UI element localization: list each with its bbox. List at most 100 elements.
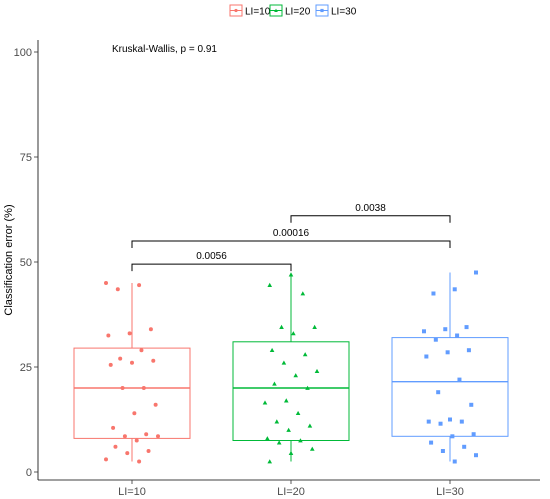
data-point	[455, 333, 460, 338]
legend-label: LI=30	[331, 7, 357, 18]
data-point	[120, 386, 125, 390]
data-point	[426, 419, 431, 424]
legend-marker	[234, 8, 238, 13]
y-tick-label: 75	[20, 152, 32, 164]
data-point	[267, 282, 273, 287]
bracket-line	[131, 263, 292, 272]
data-point	[269, 347, 275, 353]
boxplot-li20	[232, 274, 350, 462]
data-points	[104, 270, 478, 464]
data-point	[445, 350, 450, 355]
plot-area: 0 25 50 75 100 LI=10 LI=20 LI=30 0.0056 0.00016…	[14, 40, 540, 498]
kruskal-wallis-annotation: Kruskal-Wallis, p = 0.91	[112, 44, 217, 55]
data-point	[440, 449, 445, 453]
boxplot-li30	[391, 272, 509, 462]
data-point	[466, 348, 471, 353]
data-point	[436, 390, 441, 395]
data-point	[265, 436, 270, 441]
x-tick-label: LI=10	[118, 486, 146, 498]
data-point	[267, 459, 273, 464]
legend-item: LI=20	[269, 4, 311, 18]
p-value-label: 0.0038	[355, 203, 386, 214]
data-point	[132, 411, 137, 416]
data-point	[139, 348, 144, 353]
legend-marker	[320, 8, 324, 13]
y-axis-title: Classification error (%)	[3, 204, 15, 315]
data-point	[122, 434, 127, 439]
data-point	[424, 354, 429, 359]
y-tick-label: 0	[26, 467, 32, 479]
data-point	[156, 434, 160, 439]
data-point	[283, 398, 289, 403]
data-point	[471, 432, 476, 437]
p-value-label: 0.0056	[196, 251, 227, 262]
data-point	[298, 438, 303, 443]
data-point	[137, 283, 142, 288]
x-axis-ticks: LI=10 LI=20 LI=30	[118, 480, 464, 498]
data-point	[312, 324, 317, 329]
data-point	[309, 446, 315, 451]
legend-label: LI=10	[245, 7, 271, 18]
data-point	[151, 358, 156, 363]
legend-label: LI=20	[285, 7, 311, 18]
data-point	[443, 327, 448, 332]
data-point	[474, 270, 478, 275]
data-point	[474, 453, 478, 458]
data-point	[108, 362, 113, 367]
data-point	[127, 331, 132, 336]
data-point	[153, 402, 158, 407]
data-point	[462, 444, 467, 449]
box-iqr	[73, 347, 191, 439]
data-point	[459, 419, 464, 424]
data-point	[146, 449, 151, 453]
data-point	[288, 272, 294, 277]
y-axis-ticks: 0 25 50 75 100	[14, 47, 38, 479]
data-point	[141, 386, 146, 390]
data-point	[144, 432, 149, 437]
data-point	[130, 360, 134, 365]
data-point	[115, 287, 120, 292]
boxplot-li10	[73, 283, 191, 462]
data-point	[104, 281, 108, 285]
data-point	[295, 410, 301, 416]
data-point	[274, 419, 280, 424]
data-point	[276, 440, 282, 445]
data-point	[300, 291, 306, 296]
data-point	[288, 450, 294, 455]
data-point	[438, 421, 443, 426]
data-point	[137, 459, 142, 464]
legend-item: LI=10	[229, 4, 271, 18]
x-tick-label: LI=20	[277, 486, 305, 498]
data-point	[448, 417, 452, 422]
boxplots	[73, 272, 509, 462]
comparison-bracket: 0.00016	[131, 228, 451, 248]
data-point	[452, 459, 457, 464]
y-tick-label: 25	[20, 362, 32, 374]
data-point	[118, 356, 123, 361]
data-point	[469, 402, 474, 407]
data-point	[286, 427, 291, 432]
data-point	[314, 368, 320, 374]
data-point	[302, 352, 308, 357]
legend-marker	[274, 8, 278, 12]
box-iqr	[391, 337, 509, 437]
data-point	[305, 385, 310, 390]
comparison-brackets: 0.0056 0.00016 0.0038	[131, 203, 451, 272]
box-iqr	[232, 341, 350, 441]
data-point	[262, 400, 268, 405]
data-point	[125, 451, 130, 456]
data-point	[134, 438, 139, 443]
data-point	[452, 287, 457, 292]
bracket-line	[131, 240, 451, 248]
data-point	[281, 360, 287, 365]
comparison-bracket: 0.0038	[290, 203, 451, 223]
data-point	[457, 377, 462, 382]
data-point	[148, 327, 153, 332]
y-tick-label: 50	[20, 257, 32, 269]
legend-item: LI=30	[315, 4, 357, 18]
bracket-line	[290, 215, 451, 223]
data-point	[279, 324, 284, 329]
data-point	[450, 434, 455, 439]
comparison-bracket: 0.0056	[131, 251, 292, 272]
